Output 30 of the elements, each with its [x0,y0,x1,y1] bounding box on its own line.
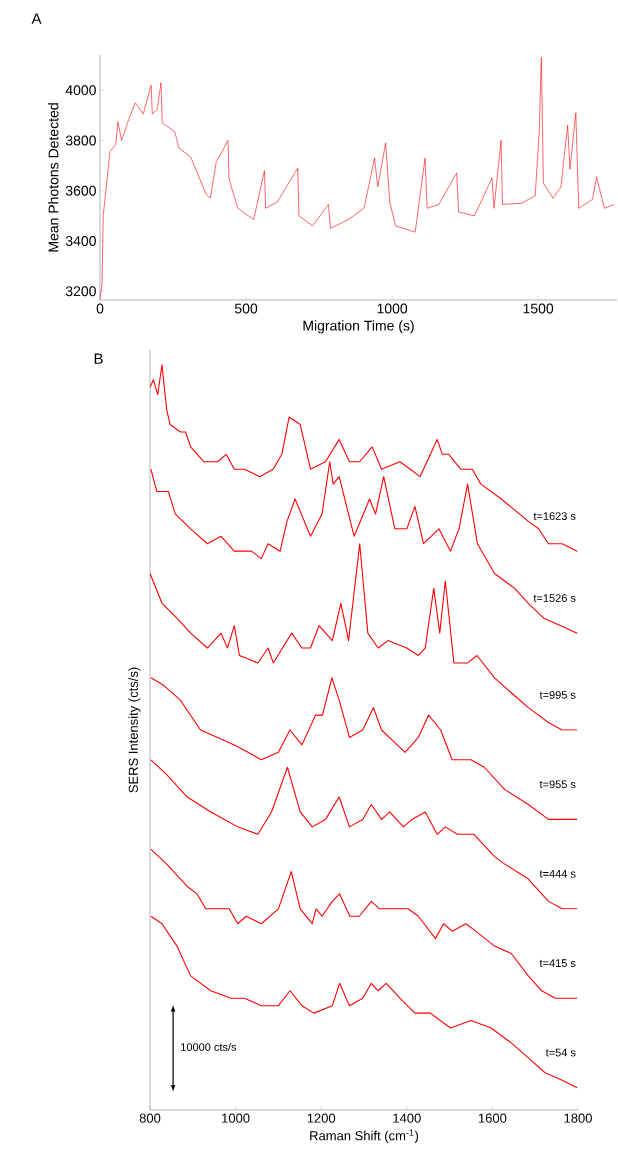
x-tick-label: 1000 [377,303,408,314]
series-label: t=444 s [539,869,576,878]
series-label: t=1623 s [533,512,576,520]
y-tick-label: 3600 [65,185,96,196]
x-tick-label: 1200 [307,1113,336,1123]
y-tick-label: 4000 [65,85,96,96]
y-tick-label: 3800 [65,135,96,146]
chart-title: A [31,13,42,24]
annotation: 10000 cts/s [181,1042,237,1051]
y-tick-label: 3200 [65,286,96,297]
x-tick-label: 0 [96,303,104,314]
y-axis-title: Mean Photons Detected [48,103,59,252]
series-label: t=995 s [539,691,576,699]
x-axis-title: Raman Shift (cm$^{-1}$) [310,1129,419,1143]
series-label: t=955 s [539,780,576,789]
series-label: t=54 s [545,1048,576,1057]
x-tick-label: 1500 [523,303,554,314]
x-tick-label: 1800 [564,1113,592,1123]
x-axis-title: Migration Time (s) [303,320,414,334]
x-tick-label: 800 [139,1113,161,1123]
x-tick-label: 1000 [222,1113,250,1123]
line-series [100,57,615,300]
x-tick-label: 500 [234,303,258,314]
x-tick-label: 1600 [478,1113,507,1123]
y-axis-title: SERS Intensity (cts/s) [128,667,141,793]
x-tick-label: 1400 [393,1113,421,1123]
series-label: t=1526 s [533,594,576,602]
chart-title: B [94,353,103,364]
series-label: t=415 s [539,959,576,968]
y-tick-label: 3400 [65,235,96,246]
